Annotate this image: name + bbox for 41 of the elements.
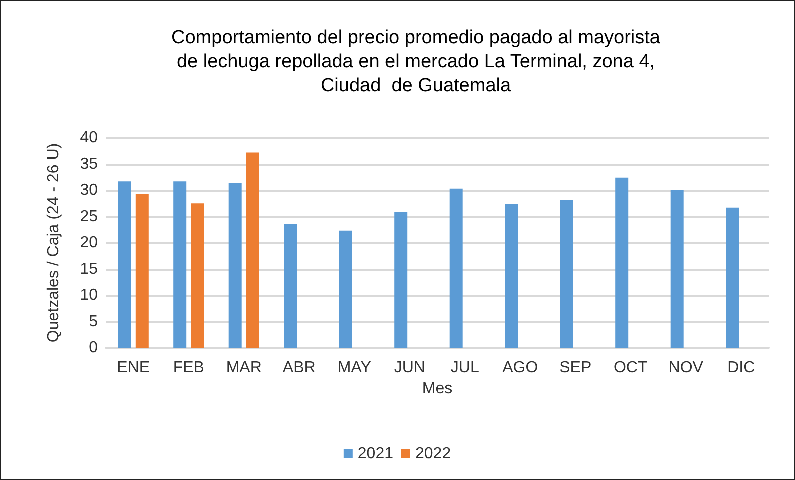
y-tick-label: 15 <box>80 260 98 278</box>
bar <box>394 212 408 348</box>
bar <box>505 204 518 348</box>
x-axis-title: Mes <box>422 380 453 398</box>
bar <box>726 208 740 348</box>
x-tick-label: MAR <box>226 360 262 376</box>
x-tick-label: DIC <box>728 360 756 376</box>
y-tick-label: 5 <box>89 313 98 330</box>
legend-label: 2021 <box>358 446 394 462</box>
y-tick-label: 25 <box>80 208 98 226</box>
bar <box>228 183 242 348</box>
x-tick-label: JUN <box>394 360 426 376</box>
x-tick-label: OCT <box>614 360 648 376</box>
x-tick-label: JUL <box>450 360 480 376</box>
bar <box>136 194 149 348</box>
chart-title: Comportamiento del precio promedio pagado al mayorista de lechuga repollada en el mercado La Terminal, zona 4, Ciudad de Guatemala <box>172 28 661 96</box>
bar <box>174 182 187 348</box>
y-tick-label: 10 <box>80 287 98 304</box>
x-tick-label: SEP <box>560 360 592 376</box>
x-tick-label: AGO <box>502 360 538 376</box>
bar <box>246 152 260 348</box>
bar <box>191 204 204 348</box>
bar <box>450 188 463 348</box>
y-tick-label: 0 <box>89 340 98 356</box>
y-tick-label: 30 <box>80 182 98 199</box>
x-tick-label: ABR <box>282 360 316 376</box>
x-tick-label: FEB <box>173 360 204 376</box>
bar <box>670 190 684 348</box>
bar <box>118 182 132 348</box>
legend-label: 2022 <box>416 446 452 462</box>
bar <box>560 200 574 348</box>
y-tick-label: 40 <box>80 130 98 146</box>
x-tick-label: NOV <box>668 360 704 376</box>
bar <box>616 178 629 348</box>
x-tick-label: ENE <box>117 360 150 376</box>
y-tick-label: 20 <box>80 234 98 252</box>
y-tick-label: 35 <box>80 156 98 173</box>
bar <box>339 230 352 348</box>
x-tick-label: MAY <box>338 360 372 376</box>
bar <box>284 224 298 348</box>
y-axis-title: Quetzales / Caja (24 - 26 U) <box>46 143 62 343</box>
